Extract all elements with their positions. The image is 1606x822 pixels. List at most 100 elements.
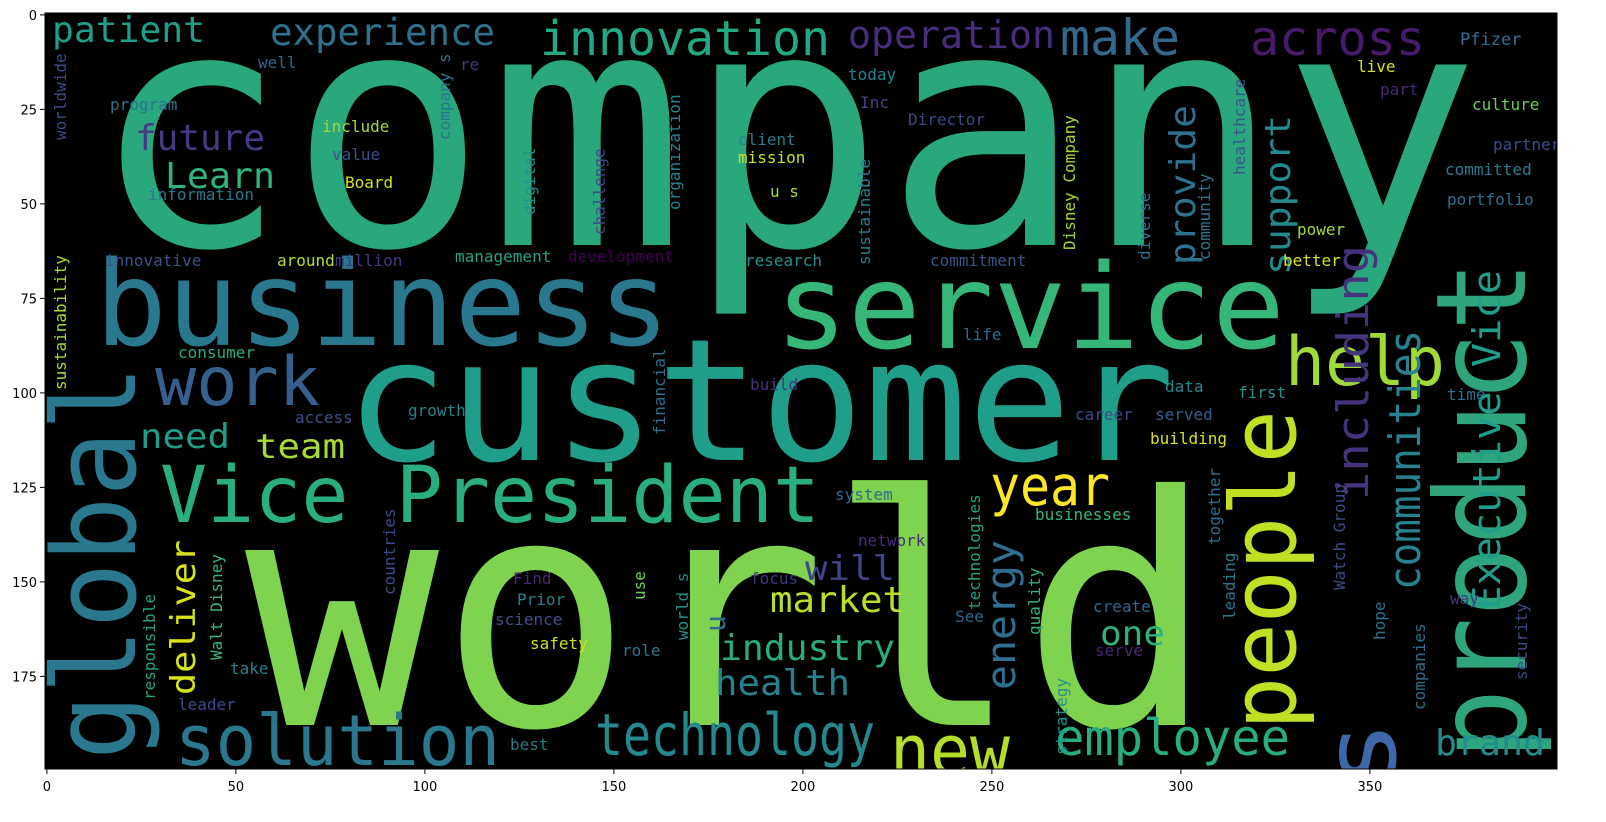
word: responsible — [140, 594, 159, 700]
y-tick-label: 125 — [12, 481, 37, 496]
word: part — [1380, 80, 1419, 99]
word: operation — [848, 13, 1055, 57]
word: well — [258, 53, 297, 72]
word: diverse — [1135, 193, 1154, 260]
word: Watch Group — [1330, 484, 1349, 590]
word: solution — [175, 700, 500, 782]
word: portfolio — [1447, 190, 1534, 209]
word: support — [1258, 115, 1299, 275]
word: communities — [1380, 330, 1431, 590]
word: way — [1450, 589, 1479, 608]
word: product — [1410, 260, 1555, 760]
x-tick-label: 350 — [1357, 780, 1382, 795]
word: development — [568, 247, 674, 266]
word: worldwide — [51, 53, 70, 140]
word: Learn — [165, 156, 275, 197]
word: Executive Vice — [1465, 270, 1509, 610]
word: leader — [178, 695, 236, 714]
word: building — [1150, 429, 1227, 448]
word: committed — [1445, 160, 1532, 179]
word: future — [135, 118, 265, 159]
word: innovative — [105, 251, 201, 270]
x-tick-label: 300 — [1168, 780, 1193, 795]
y-tick-label: 175 — [12, 670, 37, 685]
word: company s — [435, 53, 454, 140]
word: See — [955, 607, 984, 626]
word: research — [745, 251, 822, 270]
word: one — [1100, 614, 1165, 654]
word: Find — [513, 569, 552, 588]
axes-frame — [44, 12, 1558, 770]
word: use — [630, 571, 649, 600]
word: Disney Company — [1060, 115, 1079, 250]
image-background — [45, 13, 1557, 769]
y-tick-label: 0 — [29, 9, 37, 24]
word: system — [835, 485, 893, 504]
word: security — [1512, 603, 1531, 680]
word: best — [510, 735, 549, 754]
word: healthcare — [1230, 79, 1249, 175]
word: including — [1328, 245, 1379, 500]
word: Director — [908, 110, 985, 129]
word: science — [495, 610, 562, 629]
word: countries — [380, 508, 399, 595]
word: year — [990, 454, 1110, 518]
word: need — [140, 417, 230, 457]
word: industry — [720, 628, 895, 669]
word: served — [1155, 405, 1213, 424]
word: financial — [650, 348, 669, 435]
x-tick-label: 200 — [790, 780, 815, 795]
word: team — [255, 427, 345, 467]
word: first — [1238, 383, 1286, 402]
word: new — [890, 710, 1011, 792]
word: network — [858, 531, 926, 550]
word: Board — [345, 173, 393, 192]
word: will — [805, 549, 895, 589]
word: sustainability — [51, 255, 70, 390]
word: energy — [979, 540, 1025, 690]
word: health — [715, 663, 850, 704]
word: strategy — [1052, 678, 1071, 755]
word: commitment — [930, 251, 1026, 270]
word: employee — [1055, 709, 1290, 767]
word: world s — [673, 573, 692, 640]
word: help — [1285, 323, 1445, 402]
word: include — [322, 117, 389, 136]
word: leading — [1220, 553, 1239, 620]
word: power — [1297, 220, 1346, 239]
word: organization — [665, 94, 684, 210]
word: quality — [1025, 567, 1044, 635]
y-tick-label: 50 — [20, 198, 37, 213]
word: management — [455, 247, 551, 266]
word: mission — [738, 148, 805, 167]
word: time — [1447, 385, 1486, 404]
word: program — [110, 95, 177, 114]
word: re — [460, 55, 479, 74]
word: experience — [270, 11, 495, 54]
word: take — [230, 659, 269, 678]
word: world — [245, 429, 1215, 801]
word: safety — [530, 634, 588, 653]
word: data — [1165, 377, 1204, 396]
word: digital — [520, 148, 539, 215]
word: serve — [1095, 641, 1143, 660]
y-tick-label: 25 — [20, 103, 37, 118]
word: work — [155, 343, 320, 422]
x-tick-label: 100 — [412, 780, 437, 795]
word: Vice President — [160, 451, 820, 541]
word: create — [1093, 597, 1151, 616]
word: access — [295, 408, 353, 427]
word: build — [750, 375, 798, 394]
word: million — [335, 251, 402, 270]
word: challenge — [590, 148, 609, 235]
word: business — [95, 235, 670, 373]
word: partner — [1493, 135, 1561, 154]
word: focus — [750, 569, 798, 588]
word: Inc — [860, 93, 889, 112]
word: u — [699, 615, 732, 632]
word: brand — [1435, 723, 1545, 764]
word: client — [738, 130, 796, 149]
word: company — [90, 0, 1480, 323]
